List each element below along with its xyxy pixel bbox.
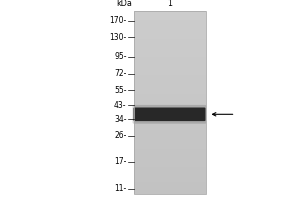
Bar [134, 173, 206, 176]
Bar [134, 100, 206, 103]
Text: 72-: 72- [114, 69, 127, 78]
Bar [134, 94, 206, 97]
Bar [134, 14, 206, 17]
Bar [134, 23, 206, 26]
Bar [134, 167, 206, 170]
Bar [134, 17, 206, 20]
Bar [134, 54, 206, 57]
Bar [134, 145, 206, 149]
Bar [134, 48, 206, 51]
Bar [134, 133, 206, 136]
Bar [134, 87, 206, 90]
Text: 43-: 43- [114, 101, 127, 110]
Bar [134, 158, 206, 161]
Bar [134, 72, 206, 75]
Bar [134, 149, 206, 152]
Text: 1: 1 [167, 0, 172, 8]
Bar [134, 84, 206, 87]
Bar [134, 112, 206, 115]
Bar [134, 35, 206, 39]
Bar [134, 57, 206, 60]
Bar [134, 32, 206, 35]
Bar [134, 170, 206, 173]
Bar [134, 78, 206, 81]
Bar [134, 188, 206, 191]
Bar [134, 161, 206, 164]
Text: 17-: 17- [114, 157, 127, 166]
Bar [134, 11, 206, 14]
Text: 11-: 11- [114, 184, 127, 193]
Text: 130-: 130- [109, 33, 127, 42]
Bar [134, 29, 206, 32]
Bar [134, 90, 206, 94]
Text: 55-: 55- [114, 86, 127, 95]
Text: kDa: kDa [116, 0, 132, 8]
Bar [134, 69, 206, 72]
Text: 34-: 34- [114, 115, 127, 124]
Bar [134, 51, 206, 54]
Bar [134, 127, 206, 130]
Bar [134, 121, 206, 124]
Bar [134, 75, 206, 78]
Bar [134, 176, 206, 179]
Bar [134, 185, 206, 188]
Bar [134, 39, 206, 42]
Bar [134, 66, 206, 69]
Bar [134, 103, 206, 106]
FancyBboxPatch shape [134, 108, 206, 121]
Bar [134, 182, 206, 185]
Bar [134, 81, 206, 84]
Bar [134, 130, 206, 133]
Bar [134, 60, 206, 63]
Bar [134, 63, 206, 66]
Bar [134, 11, 206, 194]
Bar [134, 109, 206, 112]
Bar [134, 155, 206, 158]
Bar [134, 142, 206, 145]
Bar [134, 118, 206, 121]
FancyBboxPatch shape [133, 105, 206, 124]
Text: 170-: 170- [109, 16, 127, 25]
Bar [134, 191, 206, 194]
Bar [134, 97, 206, 100]
Bar [134, 179, 206, 182]
Bar [134, 45, 206, 48]
Text: 26-: 26- [114, 131, 127, 140]
Bar [134, 164, 206, 167]
Bar [134, 26, 206, 29]
Bar [134, 20, 206, 23]
Bar [134, 42, 206, 45]
Bar [134, 152, 206, 155]
Text: 95-: 95- [114, 52, 127, 61]
Bar [134, 136, 206, 139]
Bar [134, 139, 206, 142]
Bar [134, 106, 206, 109]
Bar [134, 124, 206, 127]
Bar [134, 115, 206, 118]
